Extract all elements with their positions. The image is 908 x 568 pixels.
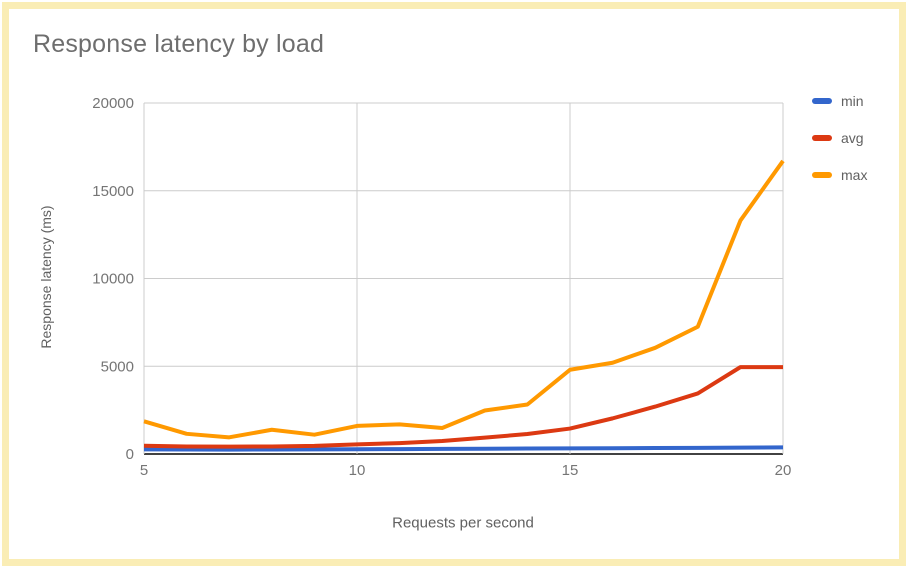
legend-item-max[interactable]: max [812,165,867,185]
legend-item-min[interactable]: min [812,91,867,111]
legend-swatch-icon [812,98,832,104]
series-line-min[interactable] [143,445,784,452]
y-tick-label: 0 [126,446,134,463]
legend-label: min [841,93,864,109]
y-tick-label: 10000 [92,271,134,288]
legend-swatch-icon [812,172,832,178]
series-line-max[interactable] [143,159,785,440]
y-axis-title: Response latency (ms) [38,205,54,349]
legend-swatch-icon [812,135,832,141]
y-tick-label: 5000 [101,358,134,375]
x-tick-label: 5 [140,462,148,479]
chart-title: Response latency by load [33,30,325,58]
legend-label: avg [841,130,864,146]
x-tick-label: 10 [349,462,366,479]
y-tick-label: 20000 [92,95,134,112]
x-axis-title: Requests per second [392,514,534,532]
x-tick-label: 15 [562,462,579,479]
y-tick-label: 15000 [92,183,134,200]
chart-legend: min avg max [812,91,867,202]
x-tick-label: 20 [775,462,792,479]
legend-item-avg[interactable]: avg [812,128,867,148]
series-line-avg[interactable] [143,365,783,449]
legend-label: max [841,167,868,183]
